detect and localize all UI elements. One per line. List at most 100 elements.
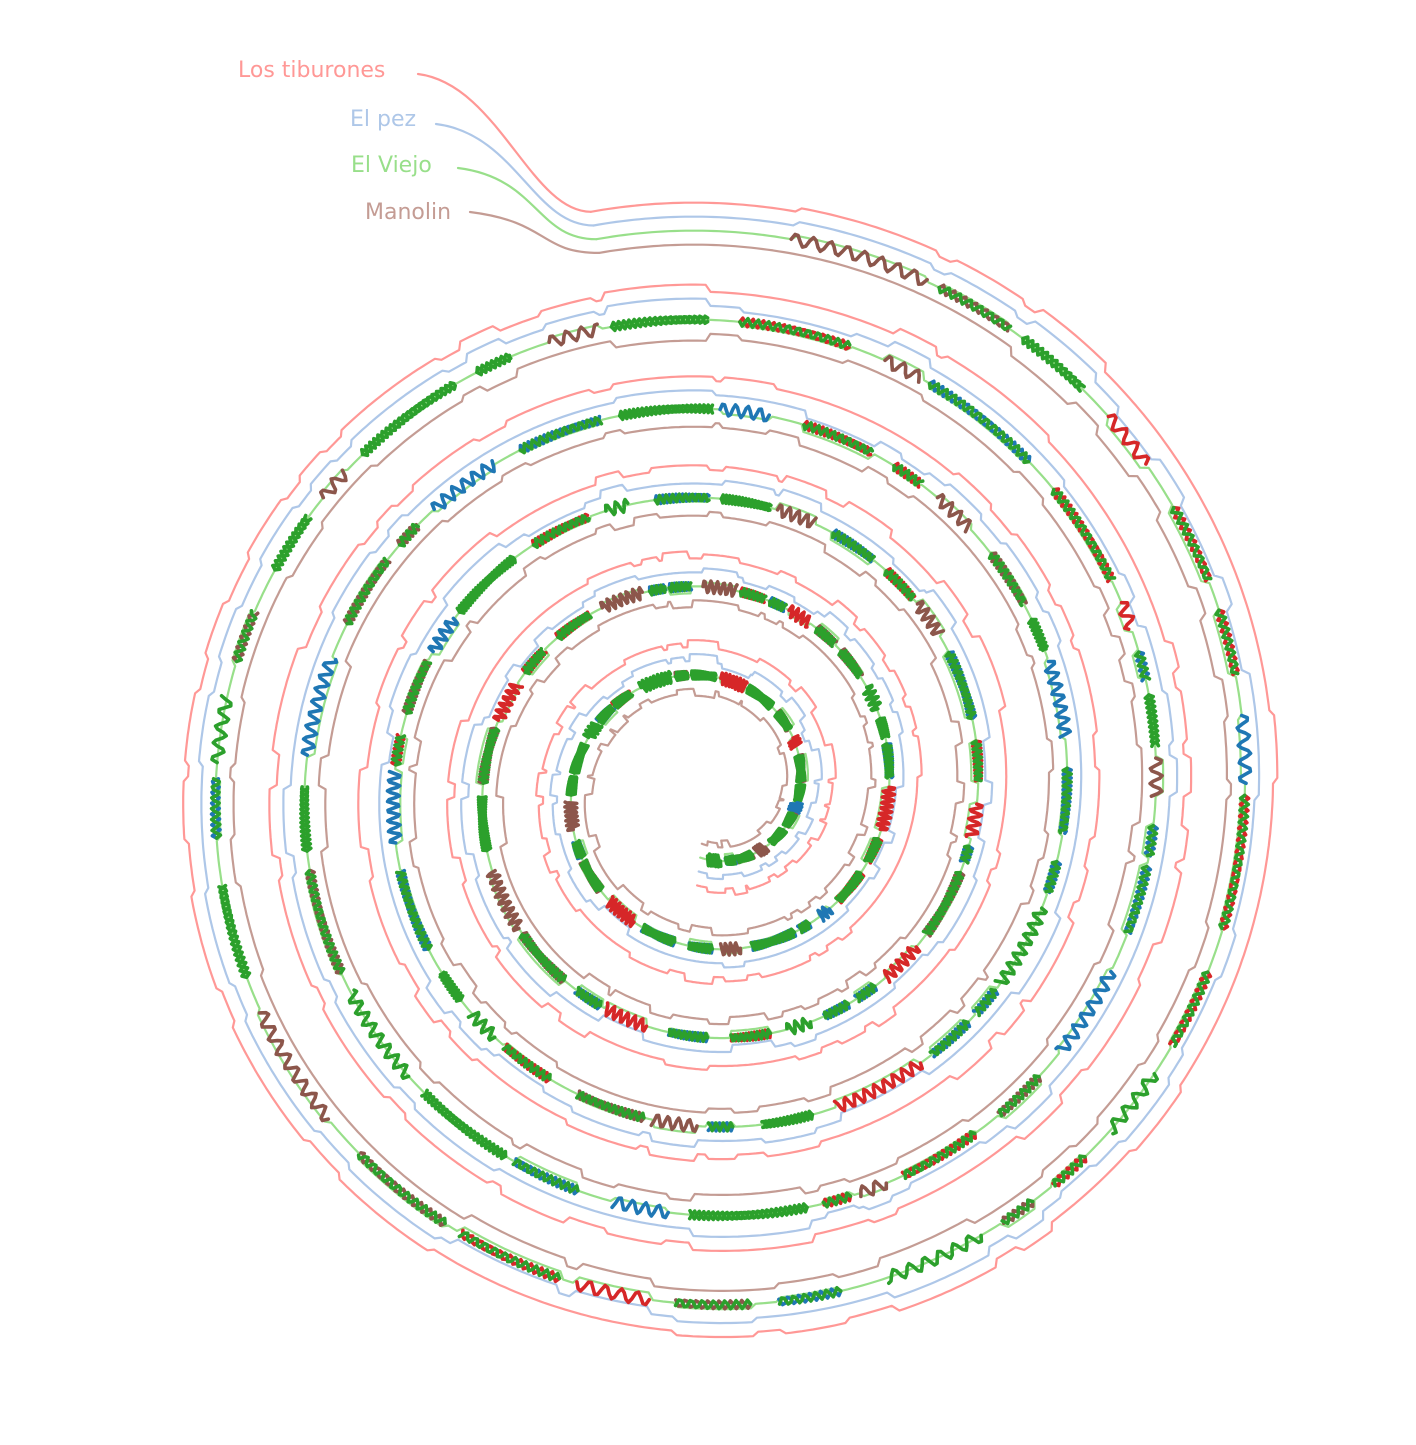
interaction-segment bbox=[385, 769, 403, 845]
interaction-braid bbox=[768, 597, 788, 613]
interaction-braid bbox=[1143, 693, 1160, 749]
interaction-segment bbox=[751, 842, 771, 858]
interaction-segment bbox=[347, 988, 411, 1080]
interaction-braid bbox=[723, 854, 737, 866]
interaction-braid bbox=[397, 522, 420, 548]
interaction-segment bbox=[964, 802, 984, 839]
interaction-segment bbox=[718, 402, 771, 423]
interaction-segment bbox=[883, 354, 921, 384]
interaction-segment bbox=[649, 1113, 699, 1133]
interaction-braid bbox=[875, 716, 891, 739]
interaction-segment bbox=[822, 1001, 851, 1021]
interaction-braid bbox=[360, 381, 456, 458]
interaction-segment bbox=[705, 852, 723, 869]
interaction-segment bbox=[420, 1091, 508, 1161]
interaction-braid bbox=[518, 416, 604, 455]
interaction-segment bbox=[915, 599, 946, 637]
interaction-segment bbox=[882, 945, 922, 984]
interaction-braid bbox=[892, 464, 925, 487]
interaction-segment bbox=[789, 232, 929, 286]
interaction-braid bbox=[1123, 864, 1151, 934]
interaction-braid bbox=[802, 421, 875, 455]
interaction-braid bbox=[689, 669, 718, 683]
interaction-braid bbox=[531, 514, 591, 549]
interaction-segment bbox=[299, 785, 313, 853]
interaction-segment bbox=[785, 1016, 813, 1036]
interaction-braid bbox=[781, 811, 798, 829]
interaction-braid bbox=[1214, 608, 1240, 676]
interaction-segments bbox=[209, 232, 1253, 1311]
label-el-viejo: El Viejo bbox=[351, 153, 432, 178]
interaction-braid bbox=[863, 836, 883, 863]
lead-el-viejo bbox=[456, 166, 598, 241]
interaction-braid bbox=[1170, 505, 1213, 581]
interaction-braid bbox=[997, 1074, 1041, 1118]
interaction-segment bbox=[859, 1179, 889, 1199]
interaction-braid bbox=[987, 552, 1026, 608]
interaction-braid bbox=[793, 753, 807, 784]
interaction-braid bbox=[653, 492, 711, 506]
interaction-segment bbox=[430, 459, 496, 512]
interaction-segment bbox=[547, 322, 599, 347]
interaction-segment bbox=[575, 1280, 651, 1307]
track-manolin bbox=[229, 243, 1233, 1292]
interaction-braid bbox=[618, 403, 715, 422]
interaction-segment bbox=[719, 671, 749, 694]
interaction-braid bbox=[928, 381, 1031, 465]
interaction-braid bbox=[706, 1121, 735, 1133]
interaction-segment bbox=[603, 497, 630, 517]
interaction-segment bbox=[787, 604, 812, 629]
interaction-braid bbox=[395, 870, 433, 951]
interaction-braid bbox=[609, 314, 710, 333]
interaction-braid bbox=[773, 709, 793, 732]
interaction-braid bbox=[831, 530, 876, 563]
label-manolin: Manolin bbox=[365, 200, 451, 225]
interaction-braid bbox=[903, 1130, 977, 1181]
interaction-braid bbox=[647, 583, 667, 597]
interaction-braid bbox=[921, 870, 965, 936]
interaction-braid bbox=[1027, 617, 1049, 653]
interaction-braid bbox=[937, 285, 1013, 332]
interaction-braid bbox=[1000, 1198, 1035, 1226]
character-labels: Los tiburones El pez El Viejo Manolin bbox=[238, 58, 451, 225]
interaction-segment bbox=[786, 801, 804, 815]
interaction-segment bbox=[598, 586, 644, 613]
interaction-braid bbox=[738, 586, 768, 604]
interaction-braid bbox=[761, 1109, 815, 1130]
interaction-segment bbox=[300, 657, 339, 757]
interaction-braid bbox=[299, 785, 313, 853]
interaction-braid bbox=[475, 353, 512, 377]
interaction-segment bbox=[427, 616, 459, 654]
interaction-braid bbox=[881, 742, 895, 780]
interaction-braid bbox=[209, 777, 223, 840]
track-los-tiburones bbox=[182, 201, 1279, 1339]
interaction-segment bbox=[935, 493, 972, 534]
interaction-segment bbox=[1235, 713, 1253, 786]
interaction-braid bbox=[233, 609, 258, 664]
interaction-segment bbox=[1110, 1072, 1159, 1136]
interaction-braid bbox=[579, 858, 605, 893]
interaction-braid bbox=[556, 611, 593, 641]
interaction-braid bbox=[575, 985, 603, 1009]
interaction-braid bbox=[855, 982, 877, 1004]
interaction-braid bbox=[974, 987, 998, 1018]
interaction-segment bbox=[1118, 600, 1136, 632]
interaction-braid bbox=[477, 727, 501, 785]
interaction-braid bbox=[837, 649, 863, 680]
interaction-segment bbox=[503, 1042, 552, 1084]
interaction-braid bbox=[344, 556, 390, 626]
interaction-segment bbox=[816, 905, 835, 923]
interaction-braid bbox=[1133, 650, 1152, 681]
interaction-braid bbox=[1044, 859, 1061, 894]
interaction-braid bbox=[928, 1019, 970, 1057]
interaction-segment bbox=[701, 579, 739, 598]
interaction-segment bbox=[718, 941, 743, 957]
interaction-braid bbox=[944, 650, 977, 721]
interaction-segment bbox=[993, 906, 1048, 986]
interaction-braid bbox=[501, 1044, 552, 1082]
interaction-segment bbox=[787, 734, 803, 751]
interaction-braid bbox=[797, 919, 811, 935]
interaction-segment bbox=[989, 551, 1028, 605]
interaction-braid bbox=[1021, 336, 1082, 393]
